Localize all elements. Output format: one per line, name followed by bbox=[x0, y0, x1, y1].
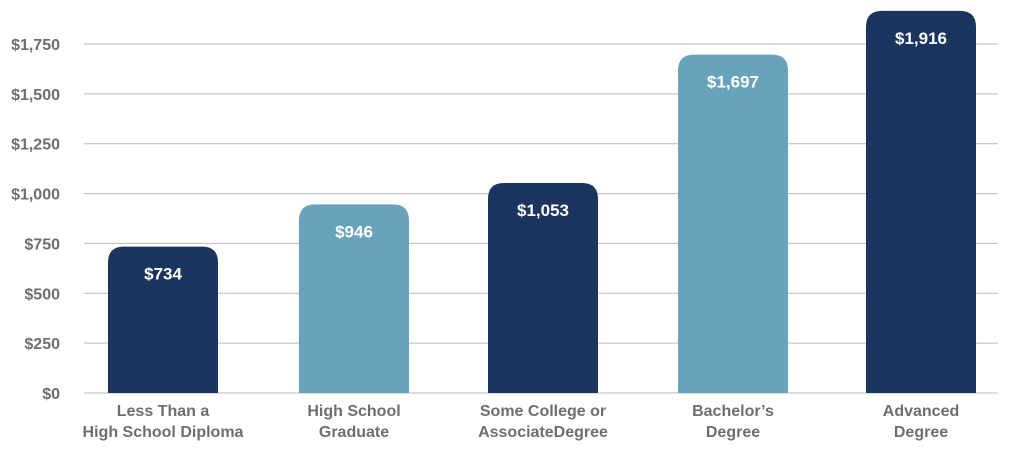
y-tick-label: $500 bbox=[24, 286, 60, 303]
y-tick-label: $750 bbox=[24, 236, 60, 253]
bar bbox=[866, 10, 976, 393]
bar-value-label: $946 bbox=[335, 222, 373, 241]
bars bbox=[108, 10, 976, 394]
bar bbox=[108, 246, 218, 393]
bar bbox=[678, 54, 788, 394]
bar-value-label: $1,697 bbox=[707, 73, 759, 92]
bar bbox=[299, 204, 409, 393]
y-tick-label: $1,000 bbox=[11, 187, 60, 204]
y-axis-ticks: $0 $250 $500 $750 $1,000 $1,250 $1,500 $1,750 bbox=[11, 37, 60, 403]
x-category-label: Some College or AssociateDegree bbox=[478, 403, 608, 441]
bar-value-label: $734 bbox=[144, 265, 182, 284]
x-category-label: High School Graduate bbox=[307, 403, 400, 441]
x-category-label: Bachelor’s Degree bbox=[692, 403, 774, 441]
y-tick-label: $0 bbox=[42, 386, 60, 403]
bar bbox=[488, 183, 598, 393]
bar-value-label: $1,053 bbox=[517, 201, 569, 220]
data-labels: $734 $946 $1,053 $1,697 $1,916 bbox=[144, 29, 947, 284]
y-tick-label: $1,750 bbox=[11, 37, 60, 54]
x-category-label: Less Than a High School Diploma bbox=[83, 403, 244, 441]
y-tick-label: $250 bbox=[24, 336, 60, 353]
x-axis-categories: Less Than a High School Diploma High Schoo… bbox=[83, 403, 960, 441]
bar-value-label: $1,916 bbox=[895, 29, 947, 48]
y-tick-label: $1,250 bbox=[11, 137, 60, 154]
y-tick-label: $1,500 bbox=[11, 87, 60, 104]
x-category-label: Advanced Degree bbox=[883, 403, 959, 441]
